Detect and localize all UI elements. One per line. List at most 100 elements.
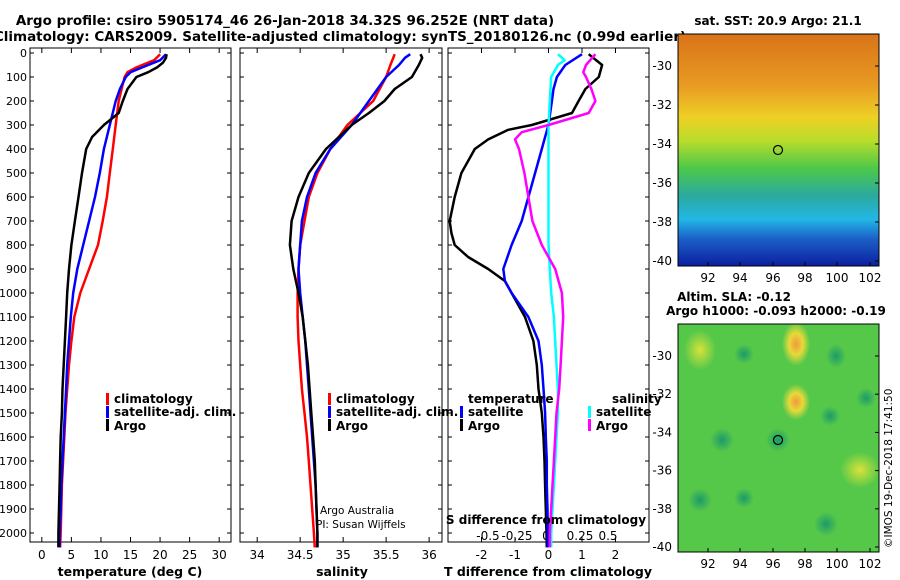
- legend-argo-label: Argo: [336, 419, 368, 433]
- sst-map-lat-label: -30: [652, 59, 672, 73]
- sla-map-lon-label: 98: [797, 557, 812, 571]
- salinity-climatology-line: [296, 53, 396, 548]
- temperature-legend: climatology satellite-adj. clim. Argo: [106, 392, 236, 433]
- sst-map-frame: [677, 33, 880, 267]
- sst-map: [677, 33, 880, 267]
- sla-high-anomaly: [782, 322, 810, 366]
- legend-satellite-label: satellite-adj. clim.: [114, 405, 236, 419]
- legend-t-satellite-swatch: [460, 406, 463, 418]
- sst-map-title: sat. SST: 20.9 Argo: 21.1: [694, 14, 861, 28]
- temperature-diff-satellite-line: [502, 53, 583, 548]
- legend-s-argo-label: Argo: [596, 419, 628, 433]
- sla-map: [677, 322, 880, 553]
- temperature-xtick-label: 5: [68, 548, 76, 562]
- temperature-xtick-label: 20: [152, 548, 167, 562]
- depth-tick-label: 1500: [0, 407, 27, 420]
- salinity-diff-argo-line: [513, 53, 597, 548]
- depth-tick-label: 600: [6, 191, 27, 204]
- sst-map-lat-label: -40: [652, 254, 672, 268]
- s-difference-tick-label: 0.25: [567, 529, 594, 543]
- salinity-plot-frame: [239, 47, 443, 543]
- salinity-legend: climatology satellite-adj. clim. Argo: [328, 392, 458, 433]
- legend-argo-swatch: [328, 419, 331, 431]
- legend-satellite-swatch: [328, 406, 331, 418]
- sla-map-lon-label: 92: [700, 557, 715, 571]
- credit-line-1: Argo Australia: [320, 505, 394, 517]
- legend-s-argo-swatch: [588, 419, 591, 431]
- sla-map-title-2: Argo h1000: -0.093 h2000: -0.19: [666, 304, 886, 318]
- temperature-xtick-label: 10: [93, 548, 108, 562]
- salinity-xtick-label: 35.5: [373, 548, 400, 562]
- sla-map-lat-label: -40: [652, 540, 672, 554]
- depth-tick-label: 1900: [0, 503, 27, 516]
- difference-xtick-label: -2: [476, 548, 488, 562]
- sst-map-lon-label: 98: [797, 271, 812, 285]
- s-difference-tick-label: 0.5: [598, 529, 617, 543]
- sst-map-lat-label: -34: [652, 137, 672, 151]
- depth-tick-label: 1700: [0, 455, 27, 468]
- difference-xtick-label: 1: [578, 548, 586, 562]
- temperature-xlabel: temperature (deg C): [58, 564, 203, 579]
- temperature-xtick-label: 25: [182, 548, 197, 562]
- legend-argo-swatch: [106, 419, 109, 431]
- legend-t-argo-swatch: [460, 419, 463, 431]
- legend-argo-label: Argo: [114, 419, 146, 433]
- temperature-xtick-label: 15: [123, 548, 138, 562]
- sla-map-lon-label: 100: [826, 557, 849, 571]
- temperature-satellite-line: [58, 53, 167, 548]
- depth-tick-label: 100: [6, 71, 27, 84]
- depth-tick-label: 900: [6, 263, 27, 276]
- sst-map-lon-label: 92: [700, 271, 715, 285]
- sst-map-lon-label: 100: [826, 271, 849, 285]
- depth-tick-label: 0: [20, 47, 27, 60]
- depth-tick-label: 700: [6, 215, 27, 228]
- sla-low-eddy: [734, 344, 754, 364]
- depth-tick-label: 1100: [0, 311, 27, 324]
- sla-map-lon-label: 94: [732, 557, 747, 571]
- sla-yellow-patch: [840, 452, 880, 488]
- legend-temperature-heading: temperature: [468, 392, 553, 406]
- sla-map-lat-label: -38: [652, 502, 672, 516]
- depth-tick-label: 1300: [0, 359, 27, 372]
- imos-timestamp: ©IMOS 19-Dec-2018 17:41:50: [883, 389, 895, 548]
- argo-position-marker: [772, 144, 784, 156]
- legend-climatology-label: climatology: [114, 392, 193, 406]
- sla-high-anomaly: [782, 384, 810, 420]
- difference-xtick-label: 0: [545, 548, 553, 562]
- sla-map-lon-label: 102: [859, 557, 882, 571]
- depth-tick-label: 300: [6, 119, 27, 132]
- sst-map-lon-label: 94: [732, 271, 747, 285]
- sla-low-eddy: [814, 512, 838, 536]
- temperature-argo-line: [57, 53, 168, 548]
- sla-low-eddy: [766, 428, 790, 452]
- argo-position-marker: [772, 434, 784, 446]
- salinity-xtick-label: 34.5: [287, 548, 314, 562]
- sla-low-eddy: [856, 388, 876, 408]
- sla-map-frame: [677, 323, 880, 553]
- sla-yellow-patch: [684, 330, 716, 370]
- depth-tick-label: 1200: [0, 335, 27, 348]
- s-difference-tick-label: -0.25: [501, 529, 532, 543]
- legend-t-argo-label: Argo: [468, 419, 500, 433]
- salinity-xlabel: salinity: [316, 564, 368, 579]
- s-difference-tick-label: -0.5: [476, 529, 499, 543]
- depth-tick-label: 400: [6, 143, 27, 156]
- legend-t-satellite-label: satellite: [468, 405, 523, 419]
- depth-tick-label: 1000: [0, 287, 27, 300]
- sla-map-lat-label: -36: [652, 464, 672, 478]
- s-difference-label: S difference from climatology: [446, 513, 646, 527]
- sla-low-eddy: [820, 406, 840, 426]
- legend-s-satellite-label: satellite: [596, 405, 651, 419]
- depth-tick-label: 1400: [0, 383, 27, 396]
- sla-low-eddy: [710, 428, 734, 452]
- sla-map-lat-label: -34: [652, 425, 672, 439]
- sla-low-eddy: [734, 488, 754, 508]
- legend-satellite-label: satellite-adj. clim.: [336, 405, 458, 419]
- depth-tick-label: 2000: [0, 527, 27, 540]
- depth-tick-label: 1800: [0, 479, 27, 492]
- credit-line-2: PI: Susan Wijffels: [316, 519, 406, 531]
- legend-s-satellite-swatch: [588, 406, 591, 418]
- title-line-1: Argo profile: csiro 5905174_46 26-Jan-20…: [16, 13, 554, 29]
- legend-satellite-swatch: [106, 406, 109, 418]
